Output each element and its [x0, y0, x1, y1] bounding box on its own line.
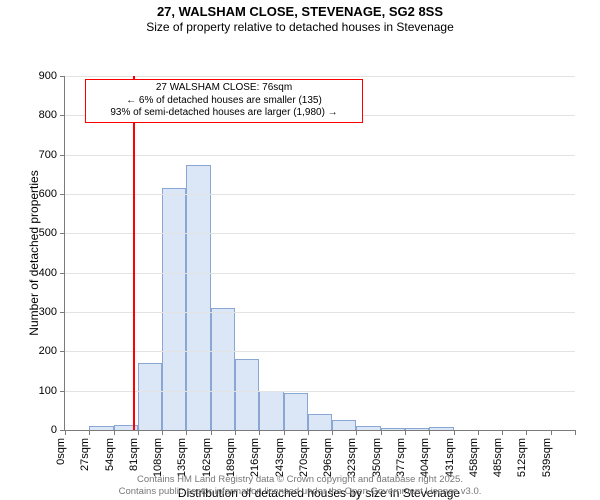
attribution-footer: Contains HM Land Registry data © Crown c… — [0, 474, 600, 498]
histogram-bar — [381, 428, 405, 430]
y-tick-label: 500 — [39, 227, 65, 239]
gridline — [65, 351, 575, 352]
x-tick-mark — [381, 430, 382, 435]
histogram-bar — [235, 359, 259, 430]
annotation-line: ← 6% of detached houses are smaller (135… — [92, 95, 356, 108]
histogram-bar — [405, 428, 429, 430]
histogram-bar — [259, 391, 283, 430]
x-tick-mark — [259, 430, 260, 435]
gridline — [65, 76, 575, 77]
y-tick-label: 400 — [39, 267, 65, 279]
gridline — [65, 391, 575, 392]
subject-property-marker — [133, 76, 135, 430]
gridline — [65, 312, 575, 313]
histogram-bar — [332, 420, 356, 430]
y-tick-label: 100 — [39, 385, 65, 397]
footer-line2: Contains public sector information licen… — [0, 486, 600, 498]
annotation-line: 93% of semi-detached houses are larger (… — [92, 107, 356, 120]
x-tick-mark — [211, 430, 212, 435]
histogram-bar — [308, 414, 332, 430]
histogram-bar — [284, 393, 308, 430]
gridline — [65, 155, 575, 156]
y-tick-label: 700 — [39, 149, 65, 161]
y-tick-label: 300 — [39, 306, 65, 318]
x-tick-mark — [551, 430, 552, 435]
x-tick-mark — [65, 430, 66, 435]
y-tick-label: 900 — [39, 70, 65, 82]
annotation-line: 27 WALSHAM CLOSE: 76sqm — [92, 82, 356, 95]
y-tick-label: 200 — [39, 345, 65, 357]
x-tick-mark — [235, 430, 236, 435]
chart-header: 27, WALSHAM CLOSE, STEVENAGE, SG2 8SS Si… — [0, 0, 600, 34]
x-tick-mark — [162, 430, 163, 435]
x-tick-mark — [478, 430, 479, 435]
x-tick-mark — [114, 430, 115, 435]
y-tick-label: 0 — [51, 424, 65, 436]
histogram-bar — [162, 188, 186, 430]
gridline — [65, 273, 575, 274]
x-tick-mark — [332, 430, 333, 435]
footer-line1: Contains HM Land Registry data © Crown c… — [0, 474, 600, 486]
gridline — [65, 233, 575, 234]
plot-region: 01002003004005006007008009000sqm27sqm54s… — [64, 76, 575, 431]
x-tick-mark — [429, 430, 430, 435]
histogram-bar — [211, 308, 235, 430]
y-tick-label: 800 — [39, 109, 65, 121]
x-tick-mark — [526, 430, 527, 435]
histogram-bar — [138, 363, 162, 430]
histogram-bar — [89, 426, 113, 430]
bars-layer — [65, 76, 575, 430]
x-tick-mark — [502, 430, 503, 435]
x-tick-mark — [356, 430, 357, 435]
x-tick-mark — [454, 430, 455, 435]
x-tick-mark — [186, 430, 187, 435]
x-tick-mark — [284, 430, 285, 435]
x-tick-mark — [89, 430, 90, 435]
gridline — [65, 194, 575, 195]
x-tick-mark — [405, 430, 406, 435]
x-tick-mark — [138, 430, 139, 435]
y-tick-label: 600 — [39, 188, 65, 200]
histogram-bar — [429, 427, 453, 430]
x-tick-mark — [575, 430, 576, 435]
x-tick-mark — [308, 430, 309, 435]
chart-title-line2: Size of property relative to detached ho… — [0, 20, 600, 34]
y-axis-label: Number of detached properties — [27, 153, 41, 353]
chart-title-line1: 27, WALSHAM CLOSE, STEVENAGE, SG2 8SS — [0, 4, 600, 19]
histogram-bar — [356, 426, 380, 430]
annotation-box: 27 WALSHAM CLOSE: 76sqm← 6% of detached … — [85, 79, 363, 123]
